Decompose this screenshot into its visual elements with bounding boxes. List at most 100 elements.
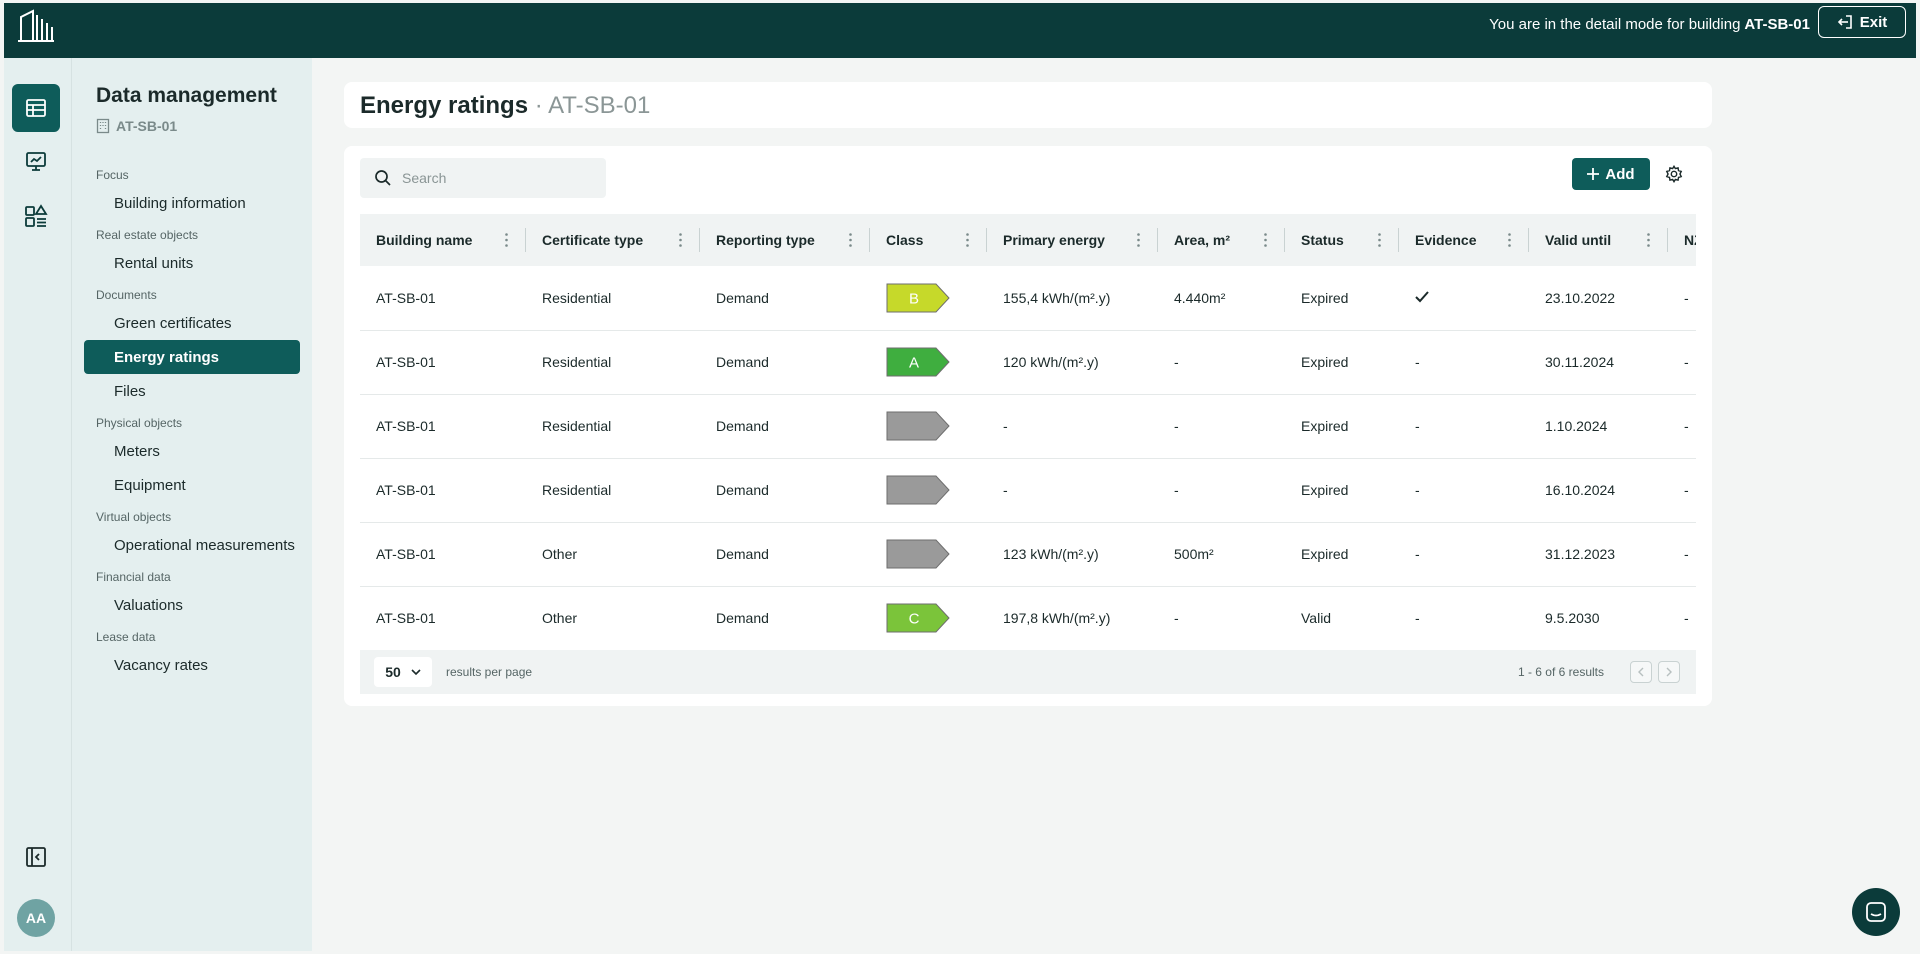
building-name-cell: AT-SB-01 [360,394,526,459]
sidebar-item-green-certificates[interactable]: Green certificates [114,314,232,332]
column-menu-icon[interactable] [505,233,508,247]
column-header-label: Certificate type [542,232,644,248]
sidebar-item-vacancy-rates[interactable]: Vacancy rates [114,656,208,674]
chevron-right-icon [1666,667,1672,677]
sidebar: Data management AT-SB-01 Focus Building i… [72,58,312,951]
top-bar: You are in the detail mode for building A… [4,3,1916,58]
column-header-label: Status [1301,232,1344,248]
chevron-left-icon [1638,667,1644,677]
sidebar-item-meters[interactable]: Meters [114,442,160,460]
collapse-sidebar-button[interactable] [12,833,60,881]
column-header[interactable]: Status [1285,214,1399,266]
column-menu-icon[interactable] [1508,233,1511,247]
table-settings-button[interactable] [1660,160,1688,188]
area-cell: - [1158,394,1285,459]
column-header[interactable]: NZ [1668,214,1696,266]
valid-until-cell: 1.10.2024 [1529,394,1668,459]
nav-section-label: Physical objects [96,416,183,430]
energy-class-badge [886,411,950,441]
column-menu-icon[interactable] [849,233,852,247]
chat-support-button[interactable] [1852,888,1900,936]
column-divider [1528,228,1529,252]
rail-dashboard-button[interactable] [12,138,60,186]
column-divider [986,228,987,252]
sidebar-item-valuations[interactable]: Valuations [114,596,183,614]
table-row[interactable]: AT-SB-01 Residential Demand - - Expired -16.10… [360,458,1696,523]
table-row[interactable]: AT-SB-01 Other Demand C 197,8 kWh/(m².y) - Val… [360,586,1696,644]
status-cell: Expired [1285,458,1399,523]
area-cell: 4.440m² [1158,266,1285,331]
column-divider [1667,228,1668,252]
add-button[interactable]: Add [1572,158,1650,190]
table-row[interactable]: AT-SB-01 Residential Demand - - Expired -1.10.… [360,394,1696,459]
table-footer: 50 results per page 1 - 6 of 6 results [360,650,1696,694]
per-page-value: 50 [385,664,401,680]
column-menu-icon[interactable] [1264,233,1267,247]
search-input[interactable] [402,170,592,186]
certificate-type-cell: Residential [526,394,700,459]
column-header-label: Class [886,232,924,248]
primary-energy-cell: 155,4 kWh/(m².y) [987,266,1158,331]
column-header[interactable]: Evidence [1399,214,1529,266]
rail-widgets-button[interactable] [12,192,60,240]
status-cell: Expired [1285,394,1399,459]
class-cell [870,458,987,523]
column-header-label: Valid until [1545,232,1612,248]
column-menu-icon[interactable] [1647,233,1650,247]
brand-logo-icon[interactable] [16,7,56,45]
evidence-cell: - [1399,394,1529,459]
reporting-type-cell: Demand [700,586,870,644]
column-header[interactable]: Reporting type [700,214,870,266]
sidebar-item-operational-measurements[interactable]: Operational measurements [114,536,295,554]
per-page-select[interactable]: 50 [374,657,432,687]
column-header[interactable]: Certificate type [526,214,700,266]
column-header-label: Reporting type [716,232,815,248]
sidebar-item-energy-ratings[interactable]: Energy ratings [84,340,300,374]
rail-data-management-button[interactable] [12,84,60,132]
area-cell: - [1158,330,1285,395]
table-icon [26,99,46,117]
energy-class-badge: A [886,347,950,377]
user-avatar[interactable]: AA [17,899,55,937]
results-range: 1 - 6 of 6 results [1517,665,1604,679]
class-cell: A [870,330,987,395]
search-box [360,158,606,198]
sidebar-item-rental-units[interactable]: Rental units [114,254,194,272]
primary-energy-cell: 197,8 kWh/(m².y) [987,586,1158,644]
column-menu-icon[interactable] [679,233,682,247]
table-row[interactable]: AT-SB-01 Other Demand 123 kWh/(m².y) 500m² Ex… [360,522,1696,587]
status-cell: Expired [1285,522,1399,587]
sidebar-item-building-information[interactable]: Building information [114,194,246,212]
sidebar-item-files[interactable]: Files [114,382,146,400]
building-name-cell: AT-SB-01 [360,266,526,331]
check-icon [1415,291,1429,303]
column-header[interactable]: Building name [360,214,526,266]
reporting-type-cell: Demand [700,458,870,523]
plus-icon [1587,168,1600,180]
column-header[interactable]: Valid until [1529,214,1668,266]
column-menu-icon[interactable] [1378,233,1381,247]
status-cell: Expired [1285,266,1399,331]
class-cell [870,394,987,459]
building-name-cell: AT-SB-01 [360,330,526,395]
exit-button[interactable]: Exit [1818,6,1906,38]
table-row[interactable]: AT-SB-01 Residential Demand A 120 kWh/(m².y)… [360,330,1696,395]
reporting-type-cell: Demand [700,522,870,587]
table-row[interactable]: AT-SB-01 Residential Demand B 155,4 kWh/(m².… [360,266,1696,331]
column-menu-icon[interactable] [966,233,969,247]
column-header-label: Area, m² [1174,232,1231,248]
energy-class-badge [886,475,950,505]
class-cell: B [870,266,987,331]
certificate-type-cell: Residential [526,330,700,395]
column-header-label: Primary energy [1003,232,1105,248]
column-header[interactable]: Class [870,214,987,266]
column-menu-icon[interactable] [1137,233,1140,247]
sidebar-item-equipment[interactable]: Equipment [114,476,186,494]
column-header[interactable]: Area, m² [1158,214,1285,266]
column-header[interactable]: Primary energy [987,214,1158,266]
class-cell: C [870,586,987,644]
add-label: Add [1605,165,1635,183]
prev-page-button[interactable] [1630,661,1652,683]
gear-icon [1665,165,1683,183]
next-page-button[interactable] [1658,661,1680,683]
